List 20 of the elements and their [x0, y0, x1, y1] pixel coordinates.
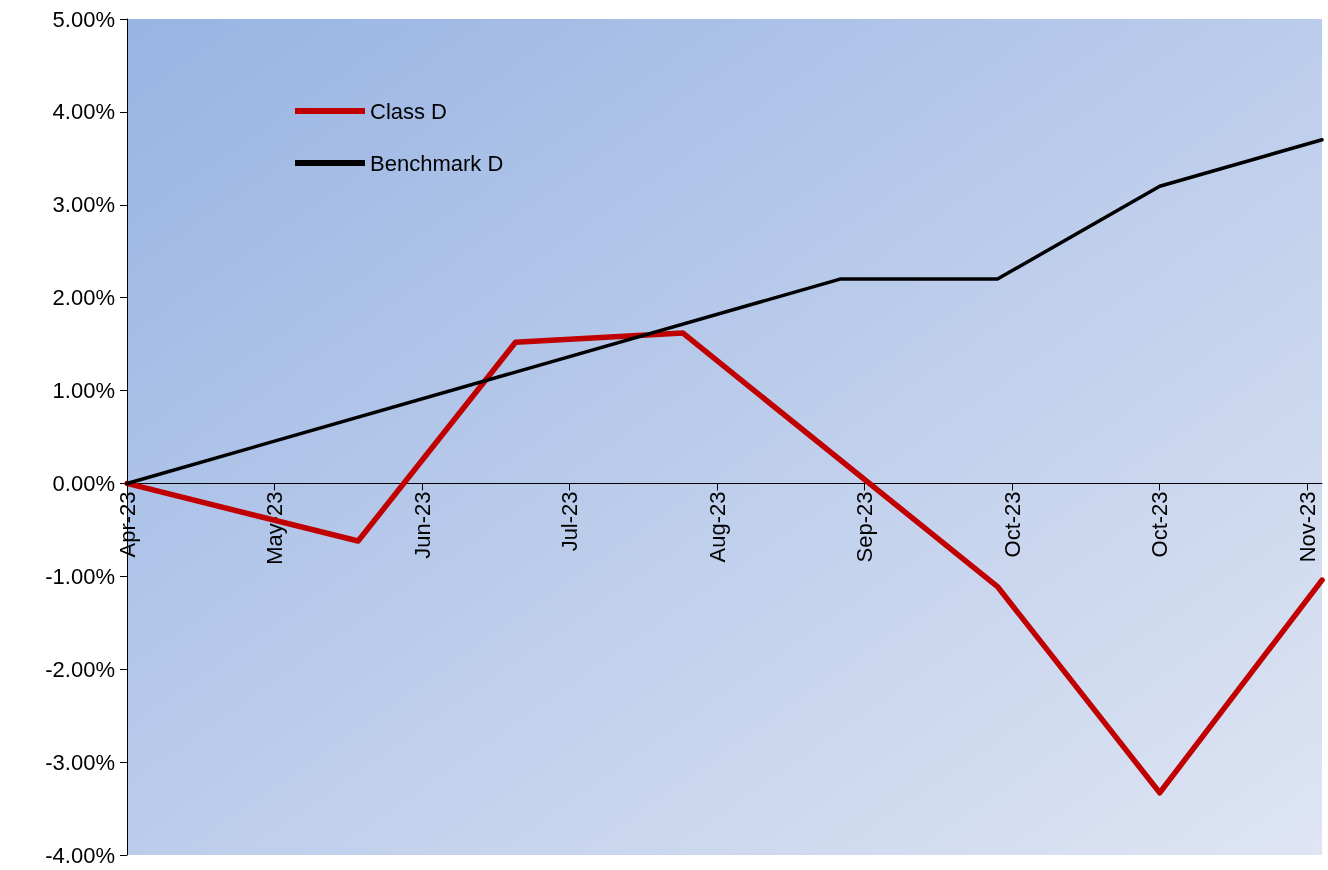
- y-tick-label: 1.00%: [52, 378, 115, 404]
- x-tick-label: Oct-23: [999, 491, 1025, 558]
- x-tick-label: Oct-23: [1147, 491, 1173, 558]
- legend-label: Benchmark D: [370, 150, 504, 176]
- x-tick-label: Aug-23: [704, 491, 730, 563]
- legend-label: Class D: [370, 98, 448, 124]
- x-tick-label: Nov-23: [1294, 491, 1320, 563]
- y-tick-label: 2.00%: [52, 285, 115, 311]
- y-tick-label: -3.00%: [45, 749, 115, 775]
- y-tick-label: 0.00%: [52, 470, 115, 496]
- x-tick-label: Sep-23: [852, 491, 878, 563]
- y-tick-label: 3.00%: [52, 192, 115, 218]
- y-tick-label: -2.00%: [45, 656, 115, 682]
- y-tick-label: -1.00%: [45, 563, 115, 589]
- x-tick-label: Jun-23: [409, 491, 435, 559]
- x-tick-label: May-23: [262, 491, 288, 565]
- y-tick-label: 5.00%: [52, 6, 115, 32]
- y-tick-label: 4.00%: [52, 99, 115, 125]
- y-tick-label: -4.00%: [45, 842, 115, 868]
- x-tick-label: Jul-23: [557, 491, 583, 552]
